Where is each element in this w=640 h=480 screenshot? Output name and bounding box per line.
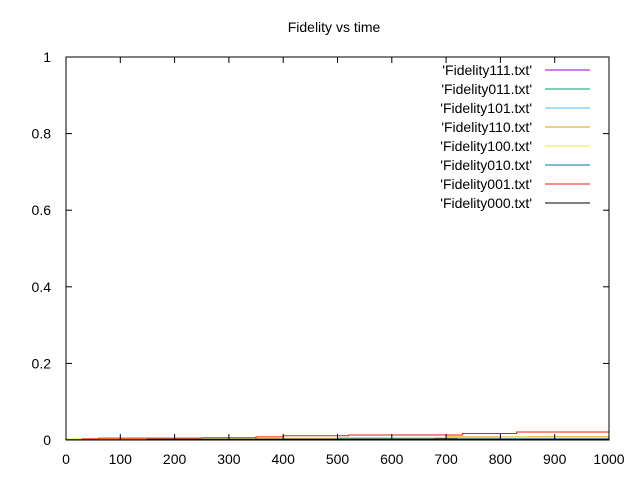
legend-label: 'Fidelity001.txt' (440, 176, 532, 192)
x-tick-label: 300 (217, 451, 241, 467)
y-tick-label: 1 (43, 49, 51, 65)
x-tick-label: 700 (434, 451, 458, 467)
y-tick-label: 0 (43, 432, 51, 448)
x-tick-label: 800 (489, 451, 513, 467)
x-tick-label: 400 (272, 451, 296, 467)
legend-label: 'Fidelity110.txt' (441, 119, 532, 135)
x-tick-label: 100 (109, 451, 133, 467)
chart-title: Fidelity vs time (288, 19, 381, 35)
legend-label: 'Fidelity011.txt' (441, 81, 532, 97)
x-tick-label: 900 (543, 451, 567, 467)
legend-label: 'Fidelity111.txt' (442, 62, 532, 78)
axes: 0 100 200 300 400 500 600 700 800 900 1000 0 0.2 0.4 0… (32, 49, 625, 467)
legend: 'Fidelity111.txt' 'Fidelity011.txt' 'Fidel… (440, 62, 590, 211)
y-tick-label: 0.2 (32, 355, 52, 371)
x-tick-label: 1000 (593, 451, 624, 467)
y-tick-label: 0.8 (32, 126, 52, 142)
y-tick-label: 0.6 (32, 202, 52, 218)
y-tick-label: 0.4 (32, 279, 52, 295)
x-tick-label: 0 (62, 451, 70, 467)
x-tick-label: 500 (326, 451, 350, 467)
x-tick-label: 200 (163, 451, 187, 467)
legend-label: 'Fidelity100.txt' (440, 138, 532, 154)
legend-label: 'Fidelity000.txt' (440, 195, 532, 211)
legend-label: 'Fidelity010.txt' (440, 157, 532, 173)
legend-label: 'Fidelity101.txt' (440, 100, 532, 116)
x-tick-label: 600 (380, 451, 404, 467)
